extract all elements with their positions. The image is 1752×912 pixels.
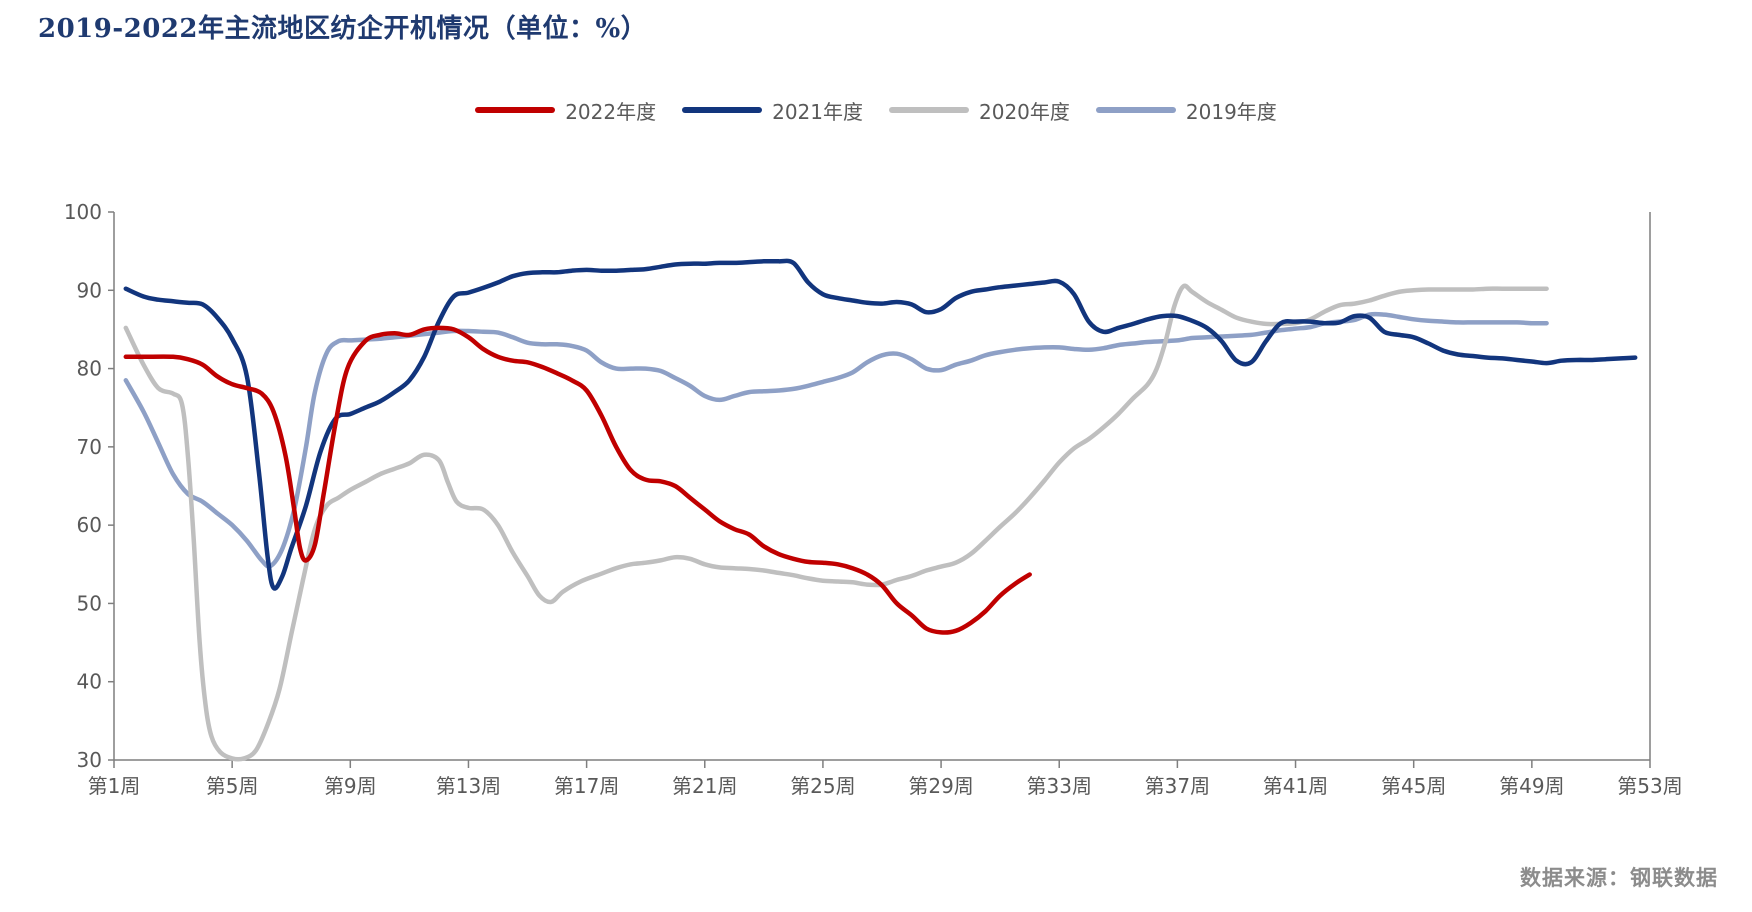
y-tick-label: 40 — [77, 670, 102, 694]
x-tick-label: 第1周 — [88, 774, 141, 798]
axes: 30 40 50 60 70 80 90 100 第1周 第5周 第9周 第13周 第17周 第21周 第2… — [64, 200, 1683, 798]
legend-item: 2022年度 — [475, 96, 656, 125]
x-tick-label: 第25周 — [790, 774, 855, 798]
legend: 2022年度 2021年度 2020年度 2019年度 — [0, 92, 1752, 128]
x-tick-label: 第29周 — [908, 774, 973, 798]
legend-item: 2021年度 — [682, 96, 863, 125]
legend-label: 2022年度 — [565, 99, 657, 124]
legend-label: 2019年度 — [1185, 99, 1277, 124]
series-line-2022年度 — [123, 325, 1032, 635]
x-tick-label: 第21周 — [672, 774, 737, 798]
legend-swatch — [475, 107, 556, 113]
legend-label: 2021年度 — [772, 99, 863, 124]
legend-item: 2020年度 — [889, 96, 1070, 125]
legend-item: 2019年度 — [1095, 96, 1277, 125]
y-tick-label: 100 — [64, 200, 102, 224]
series-line-2020年度 — [123, 283, 1549, 762]
x-tick-label: 第13周 — [436, 774, 501, 798]
legend-swatch — [682, 107, 763, 113]
data-source-note: 数据来源：钢联数据 — [1520, 865, 1718, 890]
y-tick-label: 60 — [77, 513, 102, 537]
x-tick-label: 第53周 — [1617, 774, 1682, 798]
y-tick-label: 50 — [77, 591, 102, 615]
y-tick-label: 30 — [77, 748, 102, 772]
chart-title: 2019-2022年主流地区纺企开机情况（单位：%） — [38, 14, 648, 44]
x-tick-label: 第17周 — [554, 774, 619, 798]
x-tick-label: 第49周 — [1499, 774, 1564, 798]
x-tick-label: 第37周 — [1145, 774, 1210, 798]
x-tick-label: 第9周 — [324, 774, 377, 798]
x-tick-label: 第41周 — [1263, 774, 1328, 798]
legend-label: 2020年度 — [979, 99, 1070, 124]
x-tick-label: 第45周 — [1381, 774, 1446, 798]
series-line-2019年度 — [123, 311, 1549, 569]
series-line-2021年度 — [123, 258, 1638, 591]
series-layer — [123, 258, 1638, 762]
x-tick-label: 第5周 — [206, 774, 259, 798]
y-tick-label: 90 — [77, 278, 102, 302]
y-tick-label: 80 — [77, 357, 102, 381]
legend-swatch — [889, 107, 969, 113]
x-tick-label: 第33周 — [1027, 774, 1092, 798]
legend-swatch — [1095, 107, 1176, 113]
y-tick-label: 70 — [77, 435, 102, 459]
